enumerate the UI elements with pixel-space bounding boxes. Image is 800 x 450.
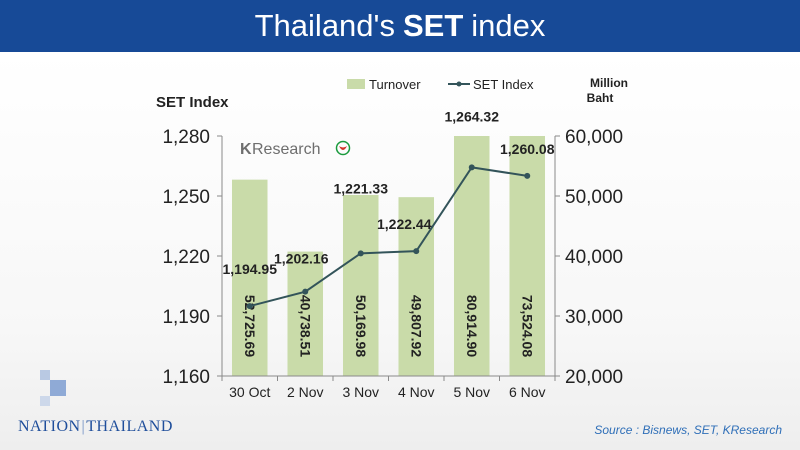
nation-thailand-logo: NATION|THAILAND: [18, 418, 173, 436]
turnover-bar: [231, 179, 268, 376]
x-tick-label: 2 Nov: [287, 384, 324, 400]
set-index-data-label: 1,202.16: [274, 251, 329, 267]
legend-set-marker: [456, 81, 462, 87]
title-bold: SET: [402, 8, 464, 43]
turnover-data-label: 49,807.92: [408, 295, 424, 357]
x-tick-label: 3 Nov: [342, 384, 379, 400]
turnover-data-label: 73,524.08: [519, 295, 535, 357]
legend-turnover-swatch: [347, 79, 365, 89]
x-tick-label: 30 Oct: [229, 384, 270, 400]
decor-square: [40, 370, 50, 380]
title-suffix: index: [471, 8, 546, 43]
left-tick-label: 1,220: [162, 247, 210, 268]
set-index-point: [302, 288, 309, 295]
turnover-data-label: 40,738.51: [297, 295, 313, 357]
turnover-bar: [453, 136, 490, 376]
legend-turnover-label: Turnover: [369, 77, 421, 92]
kresearch-logo-text: Research: [252, 141, 320, 158]
left-tick-label: 1,250: [162, 187, 210, 208]
left-tick-label: 1,160: [162, 367, 210, 388]
kasikorn-leaf-icon-mark: [339, 146, 347, 150]
source-note: Source : Bisnews, SET, KResearch: [594, 423, 782, 437]
left-tick-label: 1,190: [162, 307, 210, 328]
turnover-bar: [398, 197, 435, 376]
set-index-point: [246, 303, 253, 310]
right-tick-label: 40,000: [565, 247, 623, 268]
right-tick-label: 20,000: [565, 367, 623, 388]
x-tick-label: 4 Nov: [398, 384, 435, 400]
turnover-data-label: 50,169.98: [353, 295, 369, 357]
set-index-data-label: 1,260.08: [500, 141, 555, 157]
right-axis-title-line1: Million: [590, 76, 628, 90]
brand-right: THAILAND: [86, 418, 173, 435]
title-bar: Thailand's SET index: [0, 0, 800, 52]
x-tick-label: 5 Nov: [453, 384, 490, 400]
brand-separator: |: [81, 418, 86, 435]
kasikorn-leaf-icon: [335, 140, 351, 156]
title-prefix: Thailand's: [254, 8, 395, 43]
kresearch-logo-k: K: [240, 141, 252, 158]
legend-set-label: SET Index: [473, 77, 534, 92]
x-tick-label: 6 Nov: [509, 384, 546, 400]
turnover-data-label: 52,725.69: [242, 295, 258, 357]
set-index-point: [468, 164, 475, 171]
right-tick-label: 50,000: [565, 187, 623, 208]
decor-square: [50, 380, 66, 396]
right-tick-label: 30,000: [565, 307, 623, 328]
set-index-line: [249, 166, 528, 308]
brand-left: NATION: [18, 418, 81, 435]
decor-square: [40, 396, 50, 406]
set-index-data-label: 1,221.33: [334, 180, 389, 196]
left-axis-title: SET Index: [156, 94, 229, 111]
turnover-bar: [287, 251, 324, 376]
set-index-point: [357, 250, 364, 257]
set-index-point: [413, 248, 420, 255]
set-index-data-label: 1,222.44: [377, 216, 432, 232]
turnover-data-label: 80,914.90: [464, 295, 480, 357]
right-tick-label: 60,000: [565, 127, 623, 148]
set-index-data-label: 1,264.32: [445, 108, 500, 124]
set-index-point: [524, 172, 531, 179]
set-index-data-label: 1,194.95: [223, 261, 278, 277]
turnover-bar: [342, 194, 379, 376]
right-axis-title-line2: Baht: [587, 91, 614, 105]
left-tick-label: 1,280: [162, 127, 210, 148]
